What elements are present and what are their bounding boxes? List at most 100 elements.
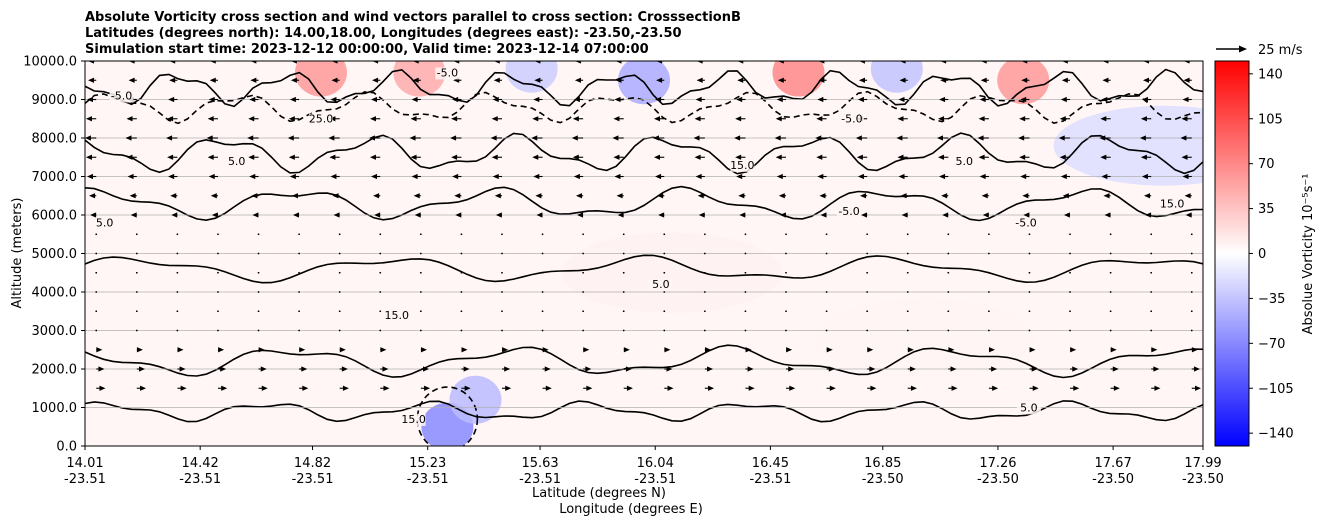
wind-vector-r13-c22 <box>977 135 989 141</box>
wind-vector-r2-c27-head <box>1191 347 1198 353</box>
wind-vector-r5-c6 <box>338 291 341 293</box>
wind-vector-r11-c1 <box>127 173 137 180</box>
wind-vector-r16-c26 <box>1142 77 1152 83</box>
wind-vector-r9-c24 <box>1063 212 1071 218</box>
wind-vector-r16-c18-head <box>818 77 825 83</box>
wind-vector-r16-c12 <box>574 77 584 83</box>
wind-vector-r12-c2-head <box>167 154 174 160</box>
wind-vector-r10-c0-head <box>89 193 96 199</box>
wind-vector-r16-c0-head <box>88 77 95 83</box>
wind-vector-r4-c3 <box>217 310 219 313</box>
wind-vector-r15-c8-head <box>411 96 418 103</box>
wind-vector-r6-c22 <box>987 271 990 274</box>
wind-vector-r11-c14 <box>655 173 665 180</box>
wind-vector-r1-c0-head <box>98 366 105 372</box>
wind-vector-r3-c18 <box>825 329 828 332</box>
wind-vector-r13-c20 <box>896 135 908 141</box>
wind-vector-r10-c27 <box>1184 193 1192 199</box>
wind-vector-r17-c17 <box>777 61 787 64</box>
wind-vector-r10-c11 <box>535 193 543 199</box>
wind-vector-r15-c2 <box>168 96 178 103</box>
wind-vector-r16-c14-head <box>656 77 663 83</box>
wind-vector-r9-c25 <box>1104 212 1111 218</box>
wind-vector-r16-c24 <box>1061 77 1071 83</box>
wind-vector-r3-c26 <box>1150 329 1153 332</box>
wind-vector-r2-c26 <box>1151 347 1158 353</box>
wind-vector-r11-c12 <box>573 173 584 180</box>
contour-label-12: -5.0 <box>437 66 458 79</box>
wind-vector-r15-c14 <box>655 96 665 103</box>
wind-vector-r17-c15-head <box>696 61 703 64</box>
wind-vector-r5-c11 <box>541 291 544 293</box>
wind-vector-r13-c27-head <box>1180 135 1187 141</box>
wind-vector-r1-c10-head <box>504 366 511 372</box>
wind-vector-r1-c5 <box>299 366 308 372</box>
wind-vector-r13-c23-head <box>1018 135 1025 141</box>
wind-vector-r1-c4-head <box>260 366 267 372</box>
wind-vector-r17-c11 <box>534 61 543 64</box>
wind-vector-r5-c4 <box>257 291 260 293</box>
wind-vector-r17-c27 <box>1183 61 1192 64</box>
wind-vector-r12-c17 <box>775 154 787 160</box>
wind-vector-r0-c10-head <box>505 385 512 391</box>
wind-vector-r0-c19 <box>867 385 877 391</box>
wind-vector-r5-c19 <box>866 291 869 293</box>
wind-vector-r8-c17 <box>785 233 787 236</box>
wind-vector-r7-c19 <box>866 252 869 255</box>
wind-vector-r17-c20 <box>899 61 908 64</box>
wind-vector-r0-c27-head <box>1195 385 1202 391</box>
wind-vector-r11-c11 <box>533 173 543 180</box>
wind-vector-r6-c14 <box>663 271 666 274</box>
wind-vector-r9-c23-head <box>1023 212 1030 218</box>
wind-vector-r0-c27 <box>1191 385 1202 391</box>
wind-vector-r2-c11-head <box>542 347 549 353</box>
wind-vector-r1-c22-head <box>991 366 998 372</box>
wind-vector-r2-c15 <box>704 347 711 353</box>
wind-vector-r12-c14-head <box>654 154 661 160</box>
wind-vector-r2-c9-head <box>461 347 468 353</box>
wind-vector-r11-c4 <box>249 173 259 180</box>
wind-vector-r15-c26-head <box>1141 96 1148 103</box>
wind-vector-r13-c21 <box>936 135 949 141</box>
wind-vector-r1-c17 <box>786 366 795 372</box>
wind-vector-r4-c0 <box>95 310 98 313</box>
wind-vector-r11-c25 <box>1101 173 1111 180</box>
wind-vector-r13-c2-head <box>166 135 173 141</box>
wind-vector-r16-c11 <box>534 77 543 83</box>
wind-vector-r15-c27 <box>1182 96 1192 103</box>
wind-vector-r14-c2-head <box>167 116 174 122</box>
vorticity-region-10 <box>562 232 783 313</box>
wind-vector-r2-c23 <box>1029 347 1036 353</box>
wind-vector-r13-c7 <box>368 135 381 141</box>
wind-vector-r0-c18 <box>826 385 836 391</box>
wind-vector-r4-c21 <box>947 310 950 313</box>
wind-vector-r16-c4-head <box>250 77 257 83</box>
wind-vector-r6-c27 <box>1190 271 1193 274</box>
wind-vector-r0-c7 <box>380 385 390 391</box>
wind-vector-r17-c12 <box>574 61 584 64</box>
wind-vector-r10-c16-head <box>738 193 745 199</box>
wind-vector-r1-c23-head <box>1031 366 1038 372</box>
wind-vector-r16-c26-head <box>1142 77 1149 83</box>
wind-vector-r0-c11-head <box>545 385 552 391</box>
y-tick-label-6: 6000.0 <box>32 209 78 224</box>
x-tick-label-lon-8: -23.50 <box>977 472 1019 487</box>
wind-vector-r5-c17 <box>785 291 787 293</box>
wind-vector-r11-c10-head <box>492 173 499 180</box>
wind-vector-r13-c11-head <box>531 135 538 141</box>
wind-vector-r17-c26 <box>1142 61 1152 64</box>
wind-vector-r1-c0 <box>96 366 105 372</box>
wind-vector-r12-c2 <box>167 154 178 160</box>
wind-vector-r17-c15 <box>696 61 705 64</box>
wind-vector-r13-c8-head <box>409 135 416 141</box>
title-line-1: Absolute Vorticity cross section and win… <box>85 10 741 25</box>
wind-vector-r4-c22 <box>987 310 990 313</box>
wind-vector-r5-c0 <box>95 291 98 293</box>
wind-vector-r5-c20 <box>906 291 909 293</box>
wind-vector-r0-c6 <box>339 385 349 391</box>
wind-vector-r10-c4-head <box>251 193 258 199</box>
wind-vector-r4-c7 <box>379 310 382 313</box>
colorbar: 140 105 70 35 0 −35 −70 −105 −140 Absolue Vortic… <box>1214 60 1316 447</box>
wind-vector-r0-c24-head <box>1073 385 1080 391</box>
wind-vector-r12-c8 <box>410 154 421 160</box>
